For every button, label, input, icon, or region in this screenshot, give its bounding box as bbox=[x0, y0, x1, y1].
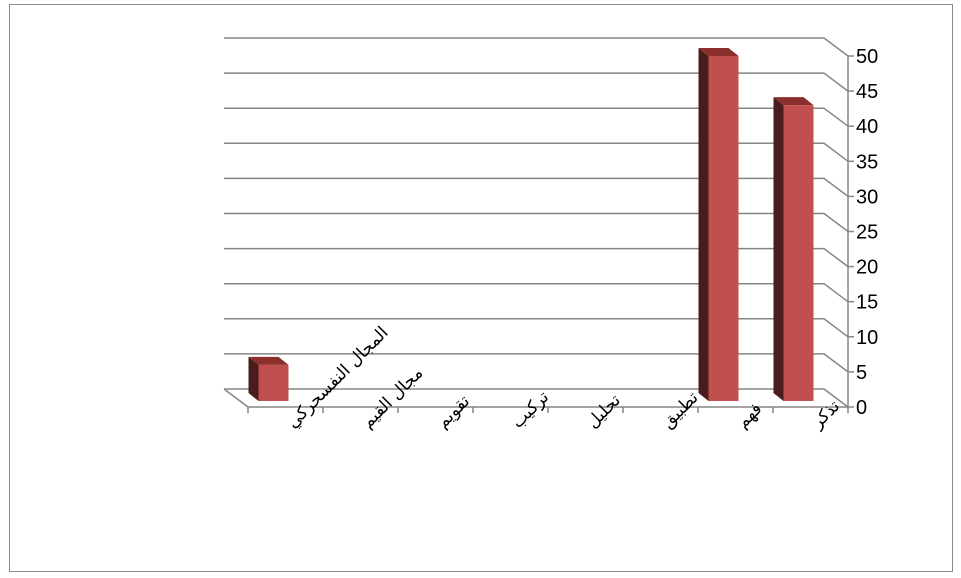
gridline bbox=[224, 177, 849, 197]
gridlines bbox=[223, 37, 849, 408]
x-category-label: مجال القيم bbox=[358, 363, 427, 432]
bar-top-face bbox=[248, 356, 289, 365]
gridline bbox=[224, 107, 849, 127]
y-tick-label: 45 bbox=[856, 81, 878, 103]
gridline bbox=[224, 318, 849, 338]
gridline bbox=[224, 37, 849, 57]
y-tick-label: 10 bbox=[856, 327, 878, 349]
gridline bbox=[224, 282, 849, 303]
gridline bbox=[224, 247, 849, 268]
x-category-label: تركيب bbox=[508, 387, 553, 432]
bar bbox=[248, 356, 289, 401]
y-tick-label: 15 bbox=[856, 292, 878, 314]
x-category-label: تقويم bbox=[433, 391, 474, 432]
y-axis bbox=[247, 55, 854, 413]
y-tick-label: 25 bbox=[856, 222, 878, 244]
bar bbox=[698, 48, 739, 401]
y-tick-label: 40 bbox=[856, 116, 878, 138]
y-tick-label: 0 bbox=[856, 397, 867, 419]
x-category-label: تطبيق bbox=[658, 388, 703, 433]
gridline bbox=[224, 212, 849, 233]
y-tick-labels: 0 5 10 15 20 25 30 35 40 45 50 bbox=[856, 46, 878, 419]
y-tick-label: 50 bbox=[856, 46, 878, 68]
gridline bbox=[224, 72, 849, 92]
bar-front-face bbox=[258, 364, 289, 401]
bar-side-face bbox=[248, 356, 259, 401]
bar-side-face bbox=[698, 48, 709, 401]
bar-front-face bbox=[783, 105, 814, 401]
gridline bbox=[224, 142, 849, 162]
x-category-label: تحليل bbox=[583, 390, 625, 432]
bar-front-face bbox=[708, 56, 739, 401]
y-tick-label: 5 bbox=[856, 362, 867, 384]
bar bbox=[773, 97, 814, 401]
bar-top-face bbox=[698, 48, 739, 56]
bar-side-face bbox=[773, 97, 784, 401]
floor-edge-left bbox=[223, 388, 249, 408]
bar-top-face bbox=[773, 97, 814, 106]
gridline bbox=[224, 388, 849, 408]
bars bbox=[248, 48, 814, 401]
y-tick-label: 30 bbox=[856, 186, 878, 208]
gridline bbox=[224, 353, 849, 373]
y-tick-label: 20 bbox=[856, 257, 878, 279]
x-category-label: تذكر bbox=[807, 396, 844, 433]
y-tick-label: 35 bbox=[856, 151, 878, 173]
x-category-label: فهم bbox=[733, 399, 766, 432]
